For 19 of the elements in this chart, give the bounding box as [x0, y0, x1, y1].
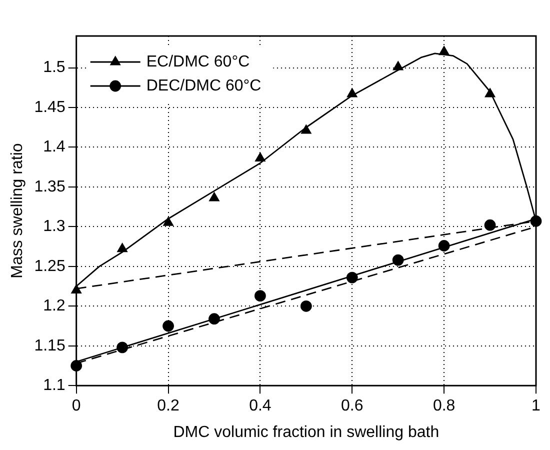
y-tick-label: 1.15 [34, 337, 66, 354]
x-tick-label: 1 [532, 398, 541, 415]
y-tick-label: 1.25 [34, 258, 66, 275]
y-tick-label: 1.45 [34, 98, 66, 116]
y-axis-title: Mass swelling ratio [9, 143, 26, 278]
y-tick-label: 1.3 [43, 218, 66, 236]
x-axis-title: DMC volumic fraction in swelling bath [173, 424, 440, 441]
y-tick-label: 1.35 [34, 178, 66, 196]
x-tick-label: 0.2 [157, 398, 180, 415]
x-tick-label: 0 [72, 398, 81, 415]
y-tick-label: 1.5 [43, 59, 66, 76]
x-tick-label: 0.8 [432, 398, 456, 415]
legend-label: DEC/DMC 60°C [146, 77, 262, 94]
x-tick-label: 0.6 [341, 398, 364, 415]
y-tick-label: 1.4 [43, 138, 66, 156]
x-tick-label: 0.4 [249, 398, 272, 415]
y-tick-label: 1.1 [43, 377, 66, 394]
y-tick-label: 1.2 [43, 298, 66, 315]
legend-label: EC/DMC 60°C [146, 53, 250, 70]
